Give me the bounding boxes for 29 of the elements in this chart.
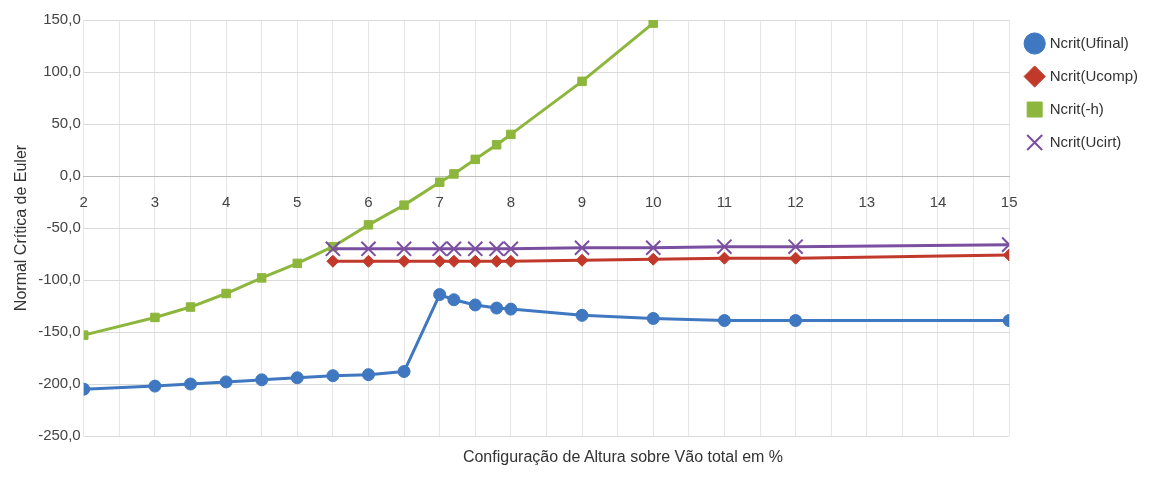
x-tick-label: 12 xyxy=(787,193,804,211)
y-tick-label: 100,0 xyxy=(43,62,81,80)
legend-label: Ncrit(-h) xyxy=(1049,99,1104,117)
y-tick-label: -200,0 xyxy=(38,374,81,392)
x-tick-label: 9 xyxy=(577,193,587,211)
x-tick-label: 6 xyxy=(364,193,373,211)
y-tick-label: 50,0 xyxy=(51,114,81,132)
y-tick-label: -50,0 xyxy=(46,218,81,236)
x-tick-label: 11 xyxy=(716,193,733,211)
y-tick-label: -100,0 xyxy=(38,270,81,288)
x-tick-label: 8 xyxy=(506,193,516,211)
x-tick-label: 13 xyxy=(858,193,876,211)
y-tick-label: 150,0 xyxy=(43,10,81,28)
legend-label: Ncrit(Ucirt) xyxy=(1049,132,1122,150)
y-tick-label: -250,0 xyxy=(38,426,81,444)
x-tick-label: 7 xyxy=(435,193,444,211)
x-axis-title: Configuração de Altura sobre Vão total em % xyxy=(461,448,785,466)
legend-label: Ncrit(Ucomp) xyxy=(1049,66,1139,84)
y-tick-label: -150,0 xyxy=(38,322,81,340)
x-tick-label: 5 xyxy=(293,193,302,211)
x-tick-label: 3 xyxy=(150,193,160,211)
x-tick-label: 10 xyxy=(644,193,662,211)
y-axis-title: Normal Crítica de Euler xyxy=(12,144,30,312)
x-tick-label: 2 xyxy=(79,193,88,211)
x-tick-label: 14 xyxy=(929,193,947,211)
legend-label: Ncrit(Ufinal) xyxy=(1049,33,1129,51)
x-tick-label: 4 xyxy=(221,193,231,211)
y-tick-label: 0,0 xyxy=(59,166,81,184)
x-tick-label: 15 xyxy=(1000,193,1018,211)
